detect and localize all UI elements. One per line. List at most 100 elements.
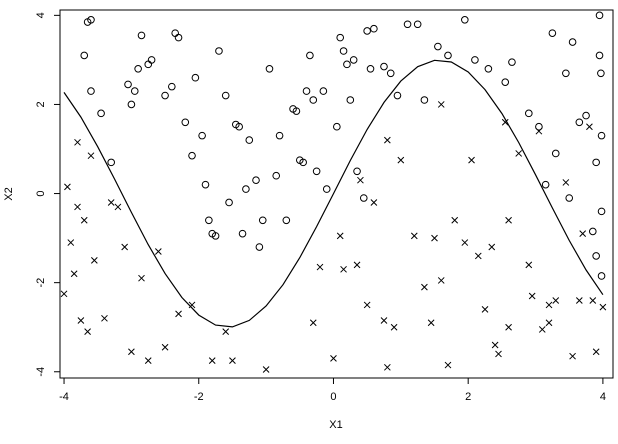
circle-point [597,207,606,216]
cross-point [474,252,482,260]
circle-point [535,122,543,131]
cross-point [501,118,509,126]
circle-point [370,24,378,33]
circle-point [565,194,574,202]
circle-point [144,60,153,69]
cross-point [357,176,364,184]
circle-point [181,118,190,127]
circle-point [444,51,452,60]
circle-point [366,65,375,73]
cross-point [562,179,570,186]
circle-point [235,122,243,131]
cross-point [515,150,523,157]
cross-point [87,152,95,160]
circle-point [211,232,220,240]
circle-point [188,151,196,160]
circle-point [359,194,368,202]
cross-point [208,357,216,364]
circle-point [393,91,402,100]
cross-point [114,203,122,211]
cross-point [505,216,512,224]
cross-point [161,343,169,351]
cross-point [579,230,587,238]
cross-point [67,239,75,246]
cross-point [154,248,162,255]
circle-point [161,91,169,100]
circle-point [595,51,604,60]
circle-point [299,158,307,167]
x-tick-label: -2 [194,391,204,403]
boundary-curve [63,59,604,328]
cross-point [538,326,546,333]
circle-point [413,20,422,29]
y-axis-label: X2 [3,187,15,200]
y-tick-label: 4 [35,12,47,18]
cross-point [330,355,337,362]
cross-point [77,317,85,324]
cross-point [437,101,445,108]
cross-point [528,292,536,300]
circle-point [597,272,606,280]
circle-point [134,65,142,73]
circle-point [339,47,348,55]
circle-point [363,27,371,35]
cross-point [569,352,576,360]
circle-point [346,96,355,104]
cross-point [444,361,452,369]
cross-point [468,156,475,164]
circle-point [386,69,395,78]
circle-point [309,96,318,104]
cross-point [229,357,236,364]
cross-point [363,301,371,309]
circle-point [380,62,388,71]
cross-point [175,310,182,318]
circle-point [87,16,95,24]
circle-point [265,65,274,73]
cross-point [390,323,398,331]
circle-point [343,60,351,69]
circle-point [353,167,361,176]
cross-point [505,323,512,331]
circle-point [525,109,533,118]
cross-point [545,319,553,327]
circle-point [127,100,136,109]
cross-point [545,301,553,309]
circle-point [238,229,247,238]
x-tick-label: 2 [465,391,471,403]
circle-point [171,29,179,37]
circle-point [306,51,314,60]
circle-point [322,185,331,193]
y-tick-label: -4 [35,367,47,377]
circle-point [147,56,156,64]
cross-point [340,265,347,273]
circle-point [198,131,206,140]
circle-point [508,58,516,66]
cross-point [421,283,428,291]
circle-point [597,131,606,140]
circle-point [588,227,597,236]
circle-point [252,176,260,184]
cross-point [481,306,489,313]
y-tick-label: 2 [35,101,47,107]
circle-point [592,158,600,167]
cross-point [262,366,270,373]
circle-point [501,78,510,86]
circle-point [562,69,570,78]
circle-point [302,87,311,95]
cross-point [437,277,445,284]
cross-point [128,348,135,356]
circle-point [403,20,412,29]
circle-point [137,31,146,40]
cross-point [575,297,583,304]
cross-point [427,319,435,327]
cross-point [64,183,71,191]
cross-point [74,203,81,211]
circle-point [420,96,429,104]
circle-point [124,80,132,89]
cross-point [495,350,502,358]
cross-point [525,261,533,269]
circle-point [595,11,604,20]
circle-point [292,107,301,115]
cross-point [84,328,91,336]
